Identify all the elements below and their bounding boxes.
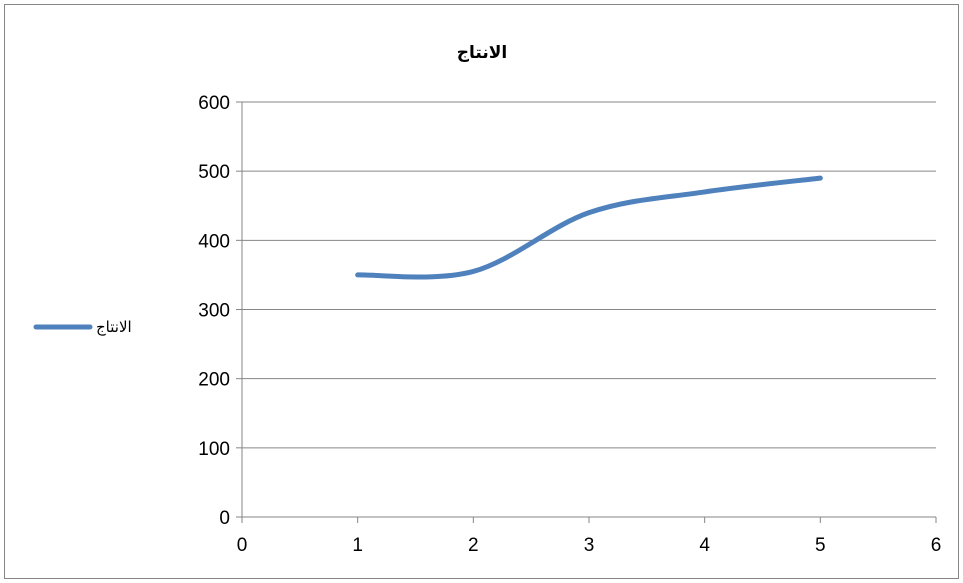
y-tick-label: 400 bbox=[198, 231, 230, 252]
series-lines bbox=[355, 175, 823, 280]
y-tick-label: 0 bbox=[219, 508, 230, 529]
x-tick-label: 1 bbox=[352, 535, 363, 556]
x-tick-label: 2 bbox=[468, 535, 479, 556]
y-tick-label: 200 bbox=[198, 370, 230, 391]
y-tick-label: 500 bbox=[198, 162, 230, 183]
series-line bbox=[355, 175, 823, 280]
legend: الانتاج bbox=[33, 318, 132, 337]
y-tick-label: 300 bbox=[198, 301, 230, 322]
x-tick-label: 5 bbox=[815, 535, 826, 556]
y-tick-label: 600 bbox=[198, 93, 230, 114]
axes bbox=[236, 101, 937, 523]
chart-title: الانتاج bbox=[457, 43, 507, 63]
x-tick-label: 6 bbox=[931, 535, 942, 556]
chart-border bbox=[4, 4, 959, 579]
legend-label: الانتاج bbox=[96, 318, 132, 337]
x-tick-label: 3 bbox=[584, 535, 595, 556]
y-tick-label: 100 bbox=[198, 439, 230, 460]
x-tick-label: 4 bbox=[699, 535, 710, 556]
tick-labels: 0 100 200 300 400 500 600 0 1 2 3 4 5 6 bbox=[198, 93, 941, 556]
x-tick-label: 0 bbox=[237, 535, 248, 556]
grid-lines bbox=[242, 101, 936, 449]
